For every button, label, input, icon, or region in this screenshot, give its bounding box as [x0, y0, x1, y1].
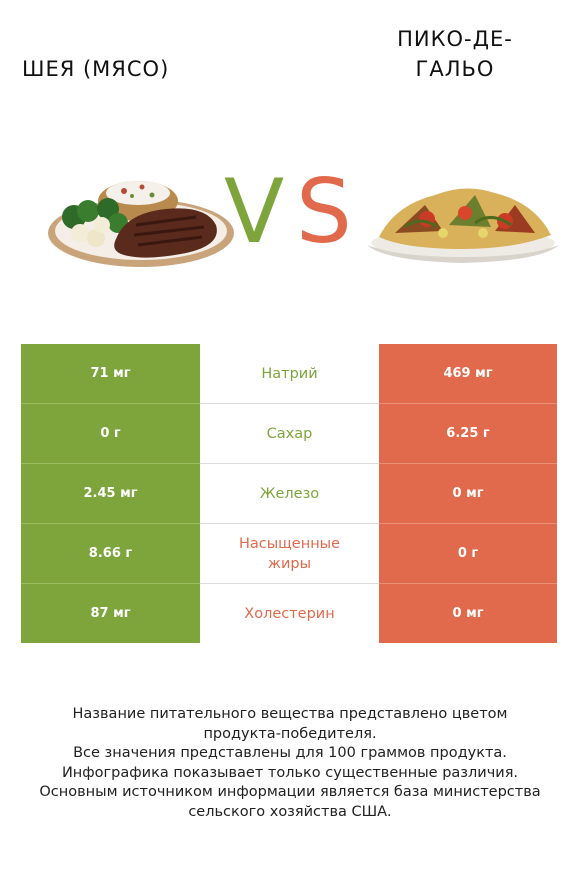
note-line: Инфографика показывает только существенн… — [61, 764, 519, 781]
right-value: 0 мг — [379, 464, 557, 523]
table-row: 71 мг Натрий 469 мг — [21, 344, 557, 404]
footnotes: Название питательного вещества представл… — [20, 705, 560, 822]
steak-plate-image — [48, 181, 234, 267]
left-value: 2.45 мг — [21, 464, 200, 523]
nutrient-label: Железо — [200, 464, 379, 523]
table-row: 87 мг Холестерин 0 мг — [21, 584, 557, 644]
left-value: 0 г — [21, 404, 200, 463]
right-food-title: ПИКО-ДЕ-ГАЛЬО — [397, 27, 513, 81]
right-value: 469 мг — [379, 344, 557, 403]
right-value: 0 г — [379, 524, 557, 583]
right-value: 6.25 г — [379, 404, 557, 463]
table-row: 2.45 мг Железо 0 мг — [21, 464, 557, 524]
nutrient-label: Натрий — [200, 344, 379, 403]
note-line: сельского хозяйства США. — [188, 803, 392, 820]
vs-letter-s: S — [296, 160, 352, 263]
comparison-table: 71 мг Натрий 469 мг 0 г Сахар 6.25 г 2.4… — [21, 344, 557, 644]
nutrient-label: Сахар — [200, 404, 379, 463]
nutrient-label: Холестерин — [200, 584, 379, 643]
note-line: Все значения представлены для 100 граммо… — [73, 745, 507, 761]
note-line: Основным источником информации является … — [39, 784, 541, 800]
note-line: Название питательного вещества представл… — [72, 706, 508, 722]
nutrient-label: Насыщенные жиры — [200, 524, 379, 583]
left-value: 87 мг — [21, 584, 200, 643]
right-value: 0 мг — [379, 584, 557, 643]
pico-de-gallo-image — [367, 188, 559, 263]
left-food-title: ШЕЯ (МЯСО) — [22, 57, 170, 81]
vs-letter-v: V — [224, 160, 285, 263]
note-line: продукта-победителя. — [203, 725, 377, 742]
left-value: 8.66 г — [21, 524, 200, 583]
table-row: 0 г Сахар 6.25 г — [21, 404, 557, 464]
table-row: 8.66 г Насыщенные жиры 0 г — [21, 524, 557, 584]
left-value: 71 мг — [21, 344, 200, 403]
